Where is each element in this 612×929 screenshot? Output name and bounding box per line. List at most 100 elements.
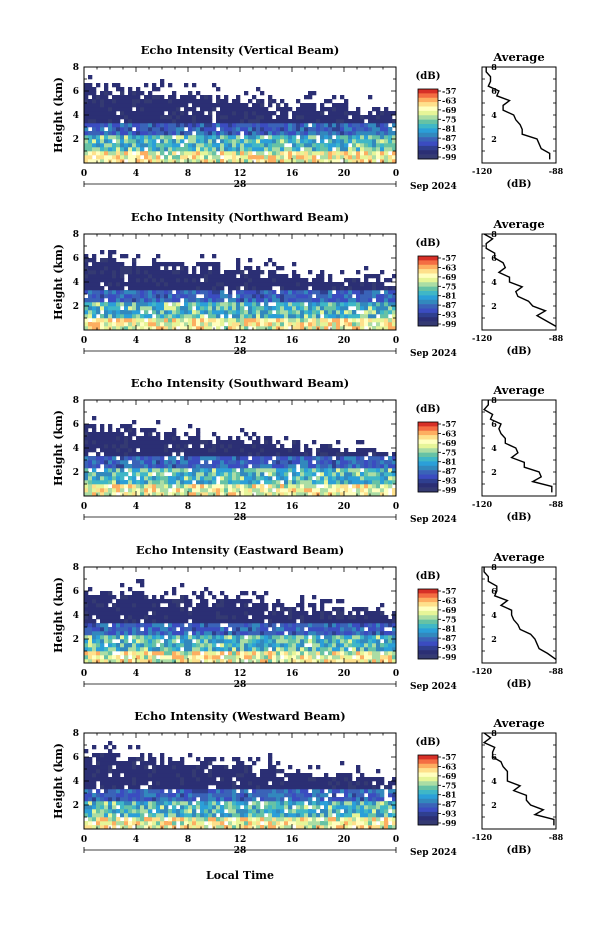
heatmap-cell [332,127,337,132]
heatmap-cell [180,476,185,481]
heatmap-cell [256,322,261,327]
heatmap-cell [124,440,129,445]
heatmap-cell [180,151,185,156]
heatmap-cell [344,155,349,160]
heatmap-cell [384,635,389,640]
heatmap-cell [264,314,269,319]
heatmap-cell [256,651,261,656]
heatmap-cell [308,135,313,140]
heatmap-cell [116,643,121,648]
heatmap-cell [372,464,377,469]
heatmap-cell [160,488,165,493]
heatmap-cell [244,448,249,453]
heatmap-cell [160,151,165,156]
heatmap-cell [336,318,341,323]
heatmap-cell [256,270,261,275]
heatmap-cell [108,286,113,291]
heatmap-cell [336,306,341,311]
heatmap-cell [292,322,297,327]
heatmap-cell [164,294,169,299]
heatmap-cell [280,464,285,469]
heatmap-cell [276,314,281,319]
heatmap-cell [148,635,153,640]
heatmap-cell [224,464,229,469]
heatmap-cell [176,488,181,493]
heatmap-cell [168,262,173,267]
heatmap-cell [160,472,165,477]
heatmap-cell [152,155,157,160]
heatmap-cell [268,127,273,132]
heatmap-cell [104,139,109,144]
heatmap-cell [380,326,385,331]
colorbar-frame [417,255,439,327]
heatmap-cell [264,627,269,632]
heatmap-cell [124,631,129,636]
heatmap-cell [160,452,165,457]
heatmap-cell [132,95,137,100]
heatmap-cell [236,314,241,319]
heatmap-cell [220,476,225,481]
heatmap-cell [136,322,141,327]
colorbar-tick-label: -99 [442,152,457,162]
heatmap-cell [120,318,125,323]
heatmap-cell [188,119,193,124]
heatmap-cell [384,139,389,144]
heatmap-cell [336,139,341,144]
heatmap-cell [108,306,113,311]
heatmap-cell [200,647,205,652]
heatmap-cell [320,651,325,656]
heatmap-cell [352,456,357,461]
heatmap-cell [248,306,253,311]
heatmap-cell [376,123,381,128]
heatmap-cell [208,659,213,664]
heatmap-cell [328,456,333,461]
heatmap-cell [384,131,389,136]
heatmap-cell [324,484,329,489]
heatmap-cell [160,99,165,104]
heatmap-cell [344,655,349,660]
heatmap-cell [172,492,177,497]
heatmap-cell [208,464,213,469]
heatmap-cell [100,488,105,493]
heatmap-cell [168,659,173,664]
heatmap-cell [320,647,325,652]
heatmap-cell [112,623,117,628]
heatmap-cell [316,123,321,128]
heatmap-cell [88,440,93,445]
heatmap-cell [268,119,273,124]
heatmap-cell [356,119,361,124]
heatmap-cell [136,472,141,477]
heatmap-cell [376,278,381,283]
heatmap-cell [212,456,217,461]
heatmap-cell [132,294,137,299]
heatmap-cell [104,468,109,473]
heatmap-cell [172,627,177,632]
heatmap-cell [284,151,289,156]
heatmap-cell [200,107,205,112]
heatmap-cell [264,318,269,323]
heatmap-cell [232,659,237,664]
heatmap-cell [164,488,169,493]
heatmap-cell [156,432,161,437]
heatmap-cell [348,651,353,656]
heatmap-cell [244,599,249,604]
heatmap-cell [100,635,105,640]
heatmap-cell [320,480,325,485]
heatmap-cell [280,286,285,291]
heatmap-cell [276,151,281,156]
heatmap-cell [284,623,289,628]
heatmap-cell [312,631,317,636]
heatmap-cell [280,452,285,457]
heatmap-cell [196,603,201,608]
heatmap-cell [112,294,117,299]
heatmap-cell [332,476,337,481]
heatmap-cell [204,274,209,279]
heatmap-cell [368,472,373,477]
heatmap-cell [348,123,353,128]
heatmap-cell [236,619,241,624]
heatmap-cell [240,127,245,132]
heatmap-cell [180,488,185,493]
heatmap-cell [208,627,213,632]
heatmap-cell [132,159,137,164]
heatmap-cell [144,115,149,120]
